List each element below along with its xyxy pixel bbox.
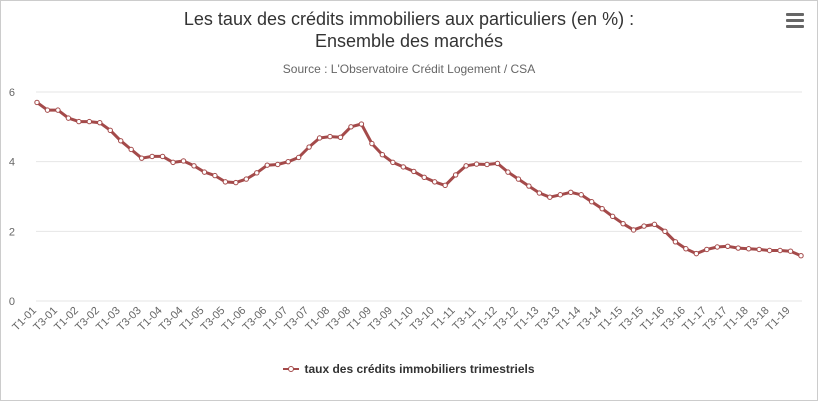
data-point[interactable] xyxy=(452,172,459,178)
data-point[interactable] xyxy=(369,140,375,147)
data-point[interactable] xyxy=(201,169,208,175)
data-point[interactable] xyxy=(55,107,61,113)
data-point[interactable] xyxy=(599,205,605,212)
data-point[interactable] xyxy=(128,146,134,153)
legend: taux des crédits immobiliers trimestriel… xyxy=(0,362,818,378)
data-point[interactable] xyxy=(641,223,647,229)
data-point[interactable] xyxy=(494,160,501,167)
data-point[interactable] xyxy=(306,144,312,150)
data-point[interactable] xyxy=(86,118,93,125)
data-point[interactable] xyxy=(400,164,407,170)
data-point[interactable] xyxy=(243,176,250,182)
data-point[interactable] xyxy=(515,176,522,182)
data-point[interactable] xyxy=(683,246,689,252)
data-point[interactable] xyxy=(547,194,553,200)
data-point[interactable] xyxy=(766,247,773,254)
y-tick-label: 6 xyxy=(9,87,15,99)
data-point[interactable] xyxy=(170,159,176,166)
data-point[interactable] xyxy=(65,115,72,121)
data-point[interactable] xyxy=(609,213,616,220)
data-point[interactable] xyxy=(588,199,595,205)
data-point[interactable] xyxy=(316,135,323,141)
data-point[interactable] xyxy=(672,239,679,245)
legend-label: taux des crédits immobiliers trimestriel… xyxy=(304,362,535,376)
data-point[interactable] xyxy=(264,162,270,168)
data-point[interactable] xyxy=(787,248,794,254)
data-point[interactable] xyxy=(620,220,626,227)
data-point[interactable] xyxy=(798,253,804,259)
data-point[interactable] xyxy=(693,250,700,257)
data-point[interactable] xyxy=(233,179,239,186)
series-line xyxy=(35,100,803,258)
data-point[interactable] xyxy=(191,163,197,169)
data-point[interactable] xyxy=(34,99,40,106)
data-point[interactable] xyxy=(745,246,752,252)
data-point[interactable] xyxy=(337,134,344,140)
data-point[interactable] xyxy=(526,183,532,189)
data-point[interactable] xyxy=(568,189,574,196)
data-point[interactable] xyxy=(379,152,386,158)
data-point[interactable] xyxy=(484,161,490,168)
x-tick-label: T3-10 xyxy=(408,305,437,334)
data-point[interactable] xyxy=(159,153,166,160)
data-point[interactable] xyxy=(756,246,762,253)
x-tick-label: T1-19 xyxy=(764,305,793,334)
data-point[interactable] xyxy=(118,138,124,144)
data-point[interactable] xyxy=(348,124,354,130)
data-point[interactable] xyxy=(431,179,438,185)
data-point[interactable] xyxy=(505,169,511,175)
data-point[interactable] xyxy=(651,221,658,228)
legend-line-marker-icon xyxy=(283,363,300,375)
data-point[interactable] xyxy=(138,155,145,161)
chart-subtitle: Source : L'Observatoire Crédit Logement … xyxy=(282,62,536,76)
y-tick-label: 2 xyxy=(9,226,15,238)
data-point[interactable] xyxy=(285,158,291,165)
data-point[interactable] xyxy=(254,170,260,176)
data-point[interactable] xyxy=(421,174,427,181)
data-point[interactable] xyxy=(390,159,396,166)
data-point[interactable] xyxy=(327,133,333,140)
data-point[interactable] xyxy=(777,247,783,254)
data-point[interactable] xyxy=(411,168,417,175)
data-point[interactable] xyxy=(578,192,584,198)
data-point[interactable] xyxy=(536,190,543,196)
data-point[interactable] xyxy=(358,121,365,127)
data-point[interactable] xyxy=(97,119,103,126)
data-point[interactable] xyxy=(180,158,187,164)
chart-title-line2: Ensemble des marchés xyxy=(314,31,504,51)
data-point[interactable] xyxy=(714,244,720,250)
data-point[interactable] xyxy=(295,154,302,161)
data-point[interactable] xyxy=(630,227,637,233)
data-point[interactable] xyxy=(442,182,448,189)
data-point[interactable] xyxy=(725,243,731,250)
data-point[interactable] xyxy=(735,245,741,251)
series-layer xyxy=(34,99,804,259)
grid-lines xyxy=(36,91,802,302)
data-point[interactable] xyxy=(704,246,710,253)
data-point[interactable] xyxy=(212,172,218,179)
data-point[interactable] xyxy=(76,118,82,125)
x-axis-ticks: T1-01T3-01T1-02T3-02T1-03T3-03T1-04T3-04… xyxy=(10,305,792,334)
chart-title: Les taux des crédits immobiliers aux par… xyxy=(183,9,635,29)
data-point[interactable] xyxy=(463,163,469,169)
data-point[interactable] xyxy=(222,179,229,185)
data-point[interactable] xyxy=(557,192,563,198)
data-point[interactable] xyxy=(473,161,480,167)
data-point[interactable] xyxy=(149,153,155,160)
y-tick-label: 4 xyxy=(9,157,15,169)
data-point[interactable] xyxy=(44,107,51,113)
data-point[interactable] xyxy=(662,228,668,235)
y-axis-ticks: 0 2 4 6 xyxy=(9,87,15,308)
data-point[interactable] xyxy=(275,161,281,168)
data-point[interactable] xyxy=(107,127,113,134)
hamburger-menu-icon[interactable] xyxy=(786,13,804,29)
legend-item[interactable]: taux des crédits immobiliers trimestriel… xyxy=(283,362,535,376)
y-tick-label: 0 xyxy=(9,296,15,308)
